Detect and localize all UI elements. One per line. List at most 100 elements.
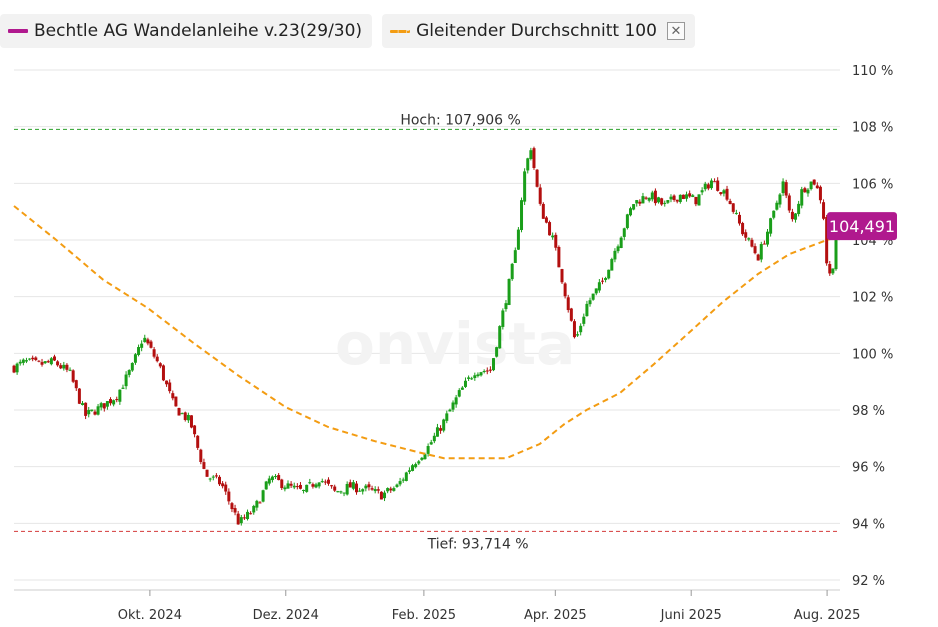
legend-item-moving-average[interactable]: Gleitender Durchschnitt 100 ✕	[382, 14, 695, 48]
candle	[336, 490, 340, 493]
candle	[688, 190, 692, 198]
candle	[806, 188, 810, 197]
candle	[594, 288, 598, 296]
candle	[750, 237, 754, 248]
candle	[691, 193, 695, 198]
candle	[442, 418, 446, 433]
candle	[261, 489, 265, 503]
x-tick-label: Feb. 2025	[392, 608, 456, 623]
candle-body	[199, 449, 203, 463]
candle-body	[121, 387, 125, 389]
candle-body	[376, 489, 380, 491]
candle-body	[298, 484, 302, 489]
candle	[224, 481, 228, 495]
candle	[660, 197, 664, 206]
candle	[498, 325, 502, 349]
candle	[133, 353, 137, 365]
candle-body	[364, 485, 368, 489]
candle-body	[40, 362, 44, 365]
candle-body	[21, 359, 25, 363]
candle	[460, 386, 464, 390]
close-icon[interactable]: ✕	[666, 22, 685, 40]
candle-body	[31, 357, 35, 360]
candle-body	[71, 370, 75, 382]
candle	[274, 474, 278, 480]
candle-body	[389, 488, 393, 491]
candle-body	[529, 150, 533, 159]
candle	[516, 227, 520, 250]
candle-body	[221, 483, 225, 487]
candle-body	[688, 193, 692, 197]
candle-body	[146, 339, 150, 344]
candle-body	[762, 243, 766, 245]
candle	[454, 394, 458, 408]
candle-body	[93, 411, 97, 415]
candle-body	[339, 491, 343, 493]
candle-body	[713, 181, 717, 183]
candle-body	[133, 354, 137, 363]
candle	[507, 278, 511, 306]
candle-body	[737, 214, 741, 224]
candle	[270, 475, 274, 483]
candle	[171, 390, 175, 401]
y-tick-label: 110 %	[852, 64, 893, 79]
candle-body	[317, 482, 321, 487]
candle-body	[678, 194, 682, 203]
candle	[348, 479, 352, 488]
candle-body	[544, 217, 548, 223]
candle-body	[277, 475, 281, 481]
candle	[663, 200, 667, 207]
candle	[744, 229, 748, 241]
candle	[246, 509, 250, 521]
candle	[828, 260, 832, 276]
candle	[616, 244, 620, 254]
candle	[426, 443, 430, 457]
candle-body	[252, 505, 256, 513]
candle-body	[548, 222, 552, 236]
candle	[797, 200, 801, 217]
y-tick-label: 98 %	[852, 404, 885, 419]
candle-body	[541, 203, 545, 219]
candle	[236, 510, 240, 525]
candle	[448, 408, 452, 412]
candle	[548, 220, 552, 236]
candle-body	[211, 476, 215, 478]
candle-body	[283, 487, 287, 490]
candle-body	[370, 488, 374, 490]
candle-body	[236, 513, 240, 525]
candle-body	[644, 197, 648, 199]
candle-body	[781, 181, 785, 194]
candle	[672, 194, 676, 202]
candle	[28, 358, 32, 361]
candle-body	[769, 218, 773, 234]
candle	[355, 480, 358, 495]
candle-body	[569, 308, 573, 321]
candle-body	[597, 282, 601, 291]
candle	[342, 492, 346, 497]
candle	[678, 194, 682, 204]
candle	[218, 475, 221, 486]
candle	[43, 360, 47, 365]
candle-body	[613, 250, 617, 260]
candle-body	[722, 190, 726, 194]
candle	[769, 217, 773, 237]
candle	[766, 229, 769, 247]
candle	[716, 177, 720, 192]
candle	[756, 253, 760, 261]
y-tick-label: 94 %	[852, 517, 885, 532]
y-tick-label: 92 %	[852, 574, 885, 589]
candle	[102, 403, 106, 412]
legend-item-bond[interactable]: Bechtle AG Wandelanleihe v.23(29/30)	[0, 14, 373, 48]
candle	[323, 479, 327, 485]
x-tick-label: Dez. 2024	[253, 608, 319, 623]
candle-body	[109, 399, 113, 404]
last-price-badge	[827, 212, 897, 241]
candle	[725, 185, 729, 202]
candle	[563, 282, 567, 299]
candle	[510, 262, 514, 281]
candle-body	[756, 254, 760, 261]
candle-body	[448, 409, 452, 412]
candle-body	[585, 303, 589, 317]
candle	[286, 480, 290, 489]
